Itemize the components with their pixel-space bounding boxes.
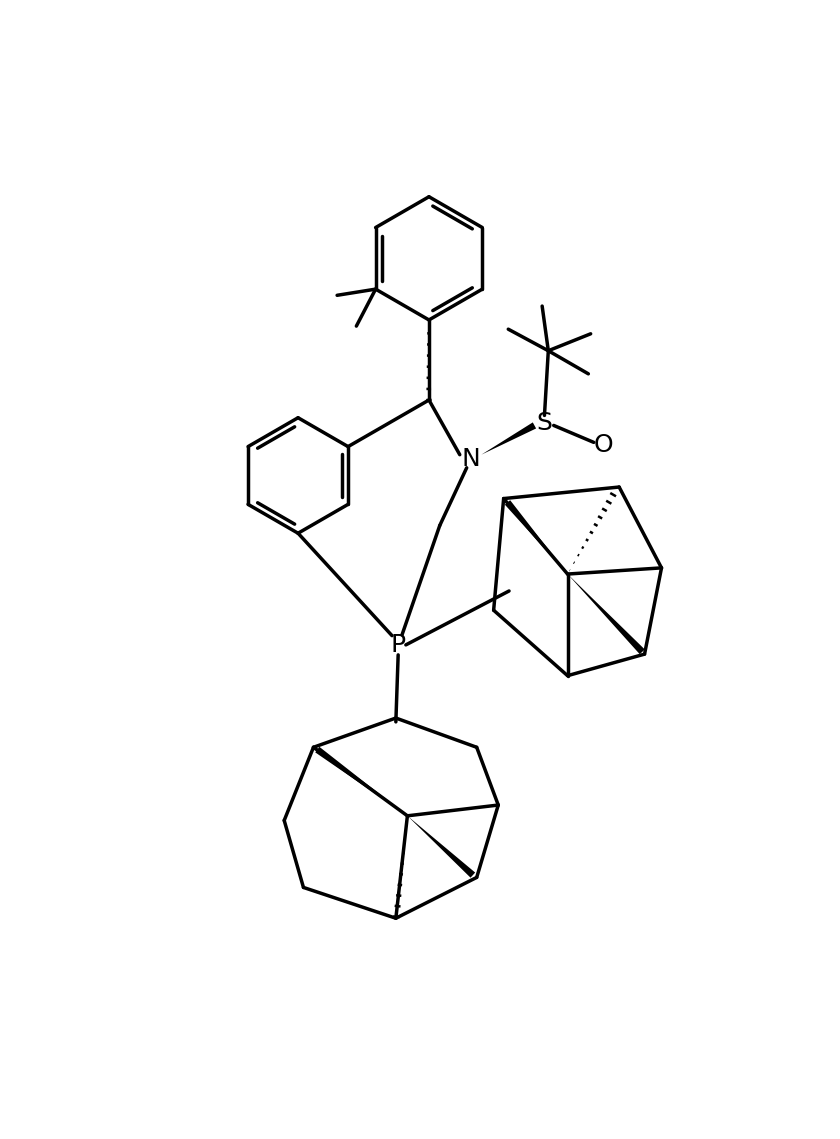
Text: P: P <box>391 633 406 657</box>
Polygon shape <box>568 574 645 654</box>
Text: O: O <box>594 433 613 457</box>
Polygon shape <box>315 747 407 816</box>
Polygon shape <box>407 816 475 878</box>
Text: S: S <box>537 411 553 435</box>
Polygon shape <box>481 423 536 454</box>
Polygon shape <box>505 500 568 574</box>
Text: N: N <box>461 446 480 470</box>
